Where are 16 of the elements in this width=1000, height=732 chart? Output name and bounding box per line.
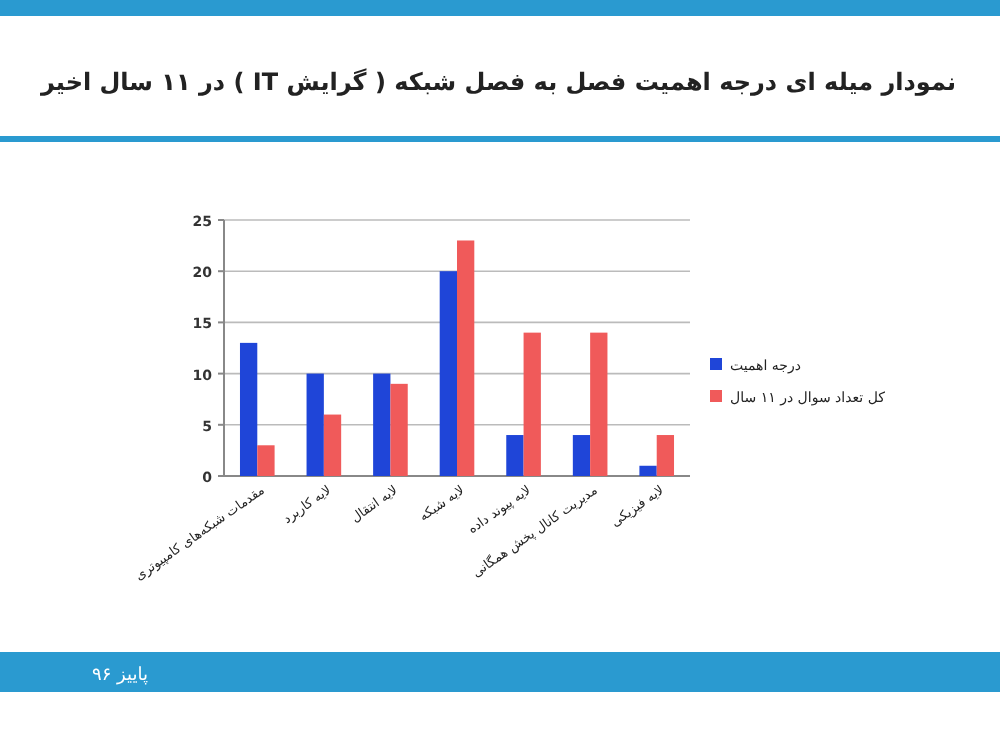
bar	[306, 373, 324, 476]
bar	[323, 414, 342, 476]
bar	[590, 332, 608, 476]
bar	[523, 332, 541, 476]
bar	[656, 435, 675, 476]
bar	[239, 342, 258, 476]
bar	[506, 435, 524, 476]
bar	[439, 271, 457, 476]
bar	[457, 240, 475, 476]
text: پاییز ۹۶	[92, 666, 149, 686]
chart-title: نمودار میله ای درجه اهمیت فصل به فصل شبکه ( گرایش IT ) در ۱۱ سال اخیر	[38, 68, 956, 96]
bar	[390, 383, 408, 476]
bar	[257, 445, 275, 476]
bar	[572, 435, 591, 476]
bar	[639, 465, 657, 476]
bar	[373, 373, 391, 476]
